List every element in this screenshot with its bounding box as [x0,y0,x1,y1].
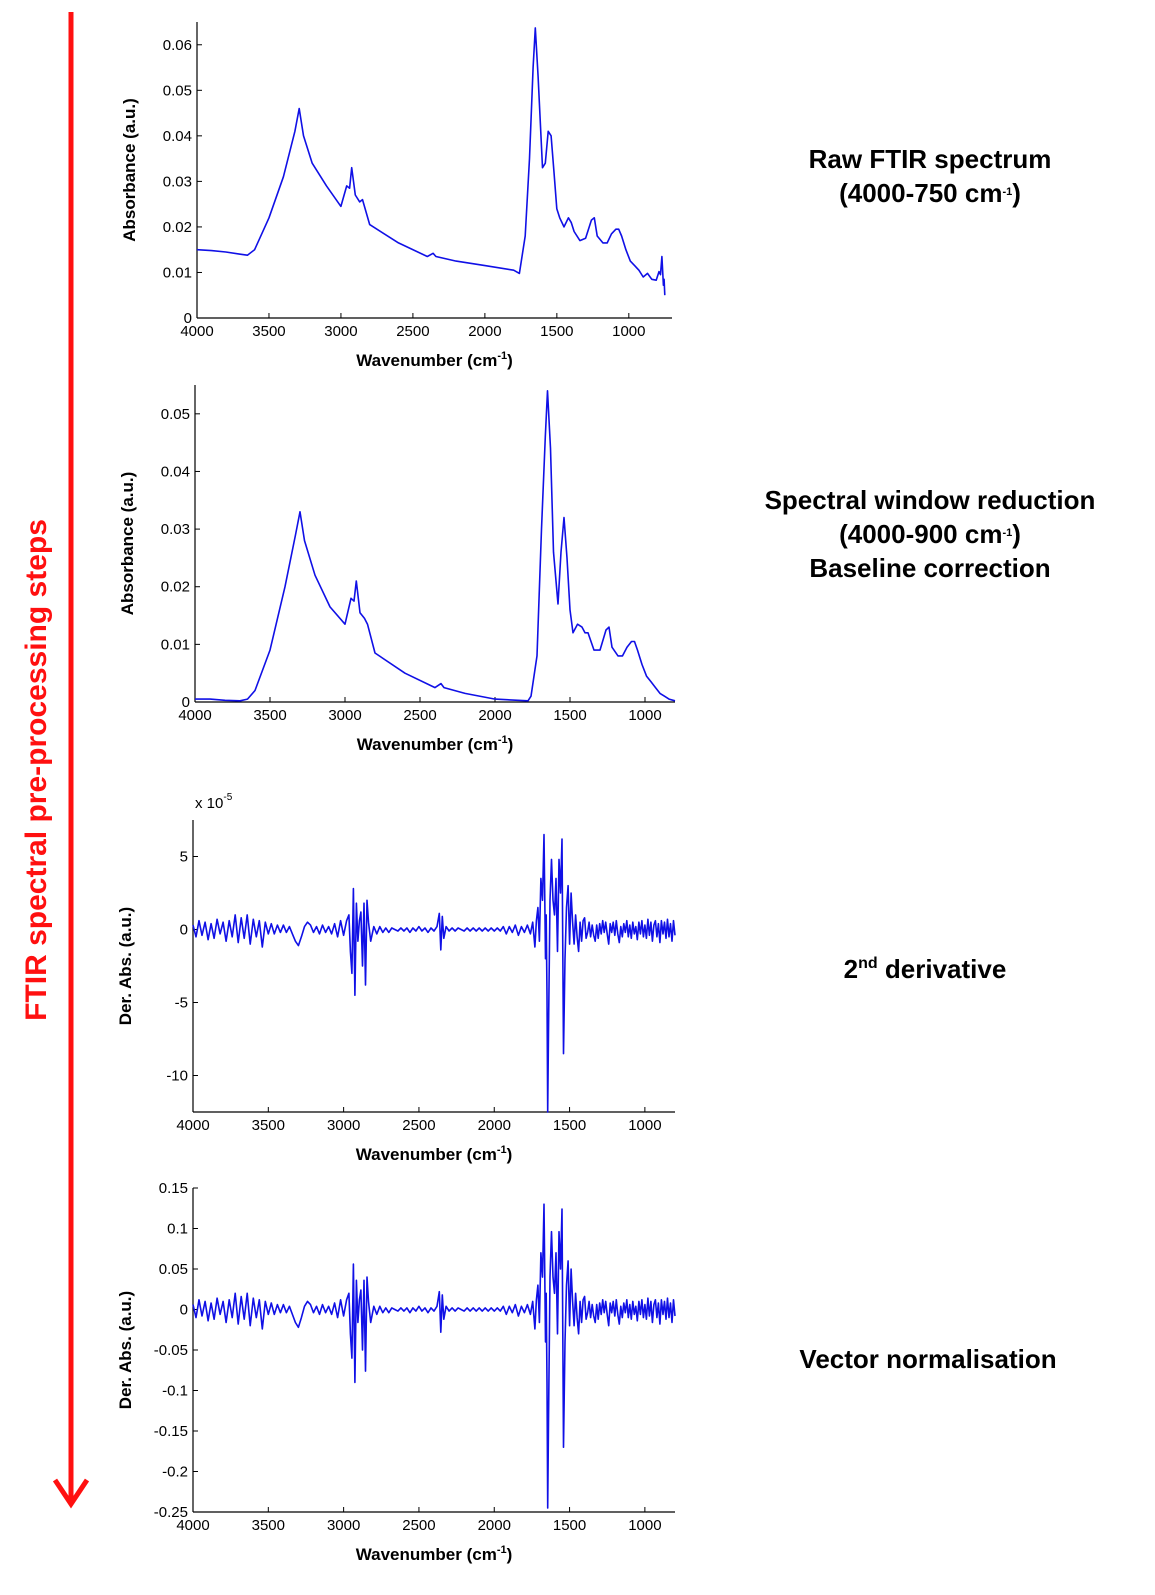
y-tick-label: 0.05 [161,406,190,423]
step-label-line: Raw FTIR spectrum [809,144,1052,174]
process-arrow: FTIR spectral pre-processing steps [20,12,90,1509]
y-tick-label: 0.03 [161,521,190,538]
y-axis-label: Der. Abs. (a.u.) [116,1291,135,1409]
y-tick-label: 0 [182,694,190,711]
arrow-head [52,1478,90,1509]
y-tick-label: 0.01 [161,636,190,653]
y-tick-label: 0.02 [163,219,192,236]
y-tick-label: -0.25 [154,1504,188,1521]
x-tick-label: 3500 [253,707,286,724]
y-tick-label: 0.05 [159,1261,188,1278]
x-tick-label: 3500 [252,1517,285,1534]
x-axis-label: Wavenumber (cm-1) [356,1544,513,1564]
x-tick-label: 2000 [478,1117,511,1134]
x-tick-label: 4000 [178,707,211,724]
x-tick-label: 4000 [180,323,213,340]
x-tick-label: 1000 [628,1517,661,1534]
x-tick-label: 4000 [176,1117,209,1134]
step-label-line: (4000-750 cm-1) [839,178,1021,208]
y-tick-label: 0 [180,1302,188,1319]
step-label-line: 2nd derivative [844,954,1007,984]
y-axis-label: Absorbance (a.u.) [120,98,139,242]
x-tick-label: 3000 [324,323,357,340]
spectrum-line [192,1203,676,1509]
spectrum-line [195,390,676,702]
x-tick-label: 2500 [402,1517,435,1534]
y-multiplier-label: x 10-5 [195,792,233,812]
y-tick-label: -0.05 [154,1342,188,1359]
y-tick-label: 0 [180,922,188,939]
y-tick-label: 0 [184,310,192,327]
y-tick-label: 0.06 [163,37,192,54]
y-axis-label: Der. Abs. (a.u.) [116,907,135,1025]
step-label-line: Baseline correction [809,553,1050,583]
chart-panel-1: 4000 3500 3000 2500 2000 1500 1000 0 0.01 0.02 0.0… [120,22,1051,370]
step-label-line: Vector normalisation [799,1344,1056,1374]
x-axis-label: Wavenumber (cm-1) [357,734,514,754]
step-label-line: Spectral window reduction [765,485,1096,515]
x-tick-label: 3000 [328,707,361,724]
y-tick-label: -10 [166,1068,188,1085]
y-axis-label: Absorbance (a.u.) [118,472,137,616]
x-tick-label: 2500 [403,707,436,724]
y-tick-label: 0.02 [161,579,190,596]
y-tick-label: -0.2 [162,1464,188,1481]
spectrum-line [196,27,666,296]
y-tick-label: 0.04 [161,463,190,480]
y-tick-label: 0.05 [163,82,192,99]
x-tick-label: 1500 [540,323,573,340]
x-tick-label: 3000 [327,1117,360,1134]
x-tick-label: 3500 [252,1117,285,1134]
chart-panel-3: 4000 3500 3000 2500 2000 1500 1000 5 0 -5 -10 x 10-… [116,792,1006,1164]
chart-panel-2: 4000 3500 3000 2500 2000 1500 1000 0 0.01 0.02 0.0… [118,385,1095,754]
x-tick-label: 1000 [612,323,645,340]
y-tick-label: 0.1 [167,1221,188,1238]
x-axis-label: Wavenumber (cm-1) [356,350,513,370]
x-tick-label: 1000 [628,707,661,724]
spectrum-line [192,833,676,1113]
y-tick-label: 5 [180,849,188,866]
x-tick-label: 3500 [252,323,285,340]
arrow-label: FTIR spectral pre-processing steps [20,519,53,1021]
x-tick-label: 2500 [402,1117,435,1134]
chart-panel-4: 4000 3500 3000 2500 2000 1500 1000 0.15 0.1 0.05 0… [116,1180,1057,1564]
x-tick-label: 1000 [628,1117,661,1134]
x-tick-label: 3000 [327,1517,360,1534]
y-tick-label: 0.04 [163,128,192,145]
x-tick-label: 2000 [468,323,501,340]
y-tick-label: 0.15 [159,1180,188,1197]
y-tick-label: 0.01 [163,264,192,281]
x-tick-label: 1500 [553,1117,586,1134]
y-tick-label: -0.1 [162,1383,188,1400]
y-tick-label: -5 [175,995,188,1012]
x-tick-label: 2000 [478,707,511,724]
x-tick-label: 4000 [176,1517,209,1534]
x-tick-label: 1500 [553,1517,586,1534]
x-tick-label: 2500 [396,323,429,340]
x-tick-label: 2000 [478,1517,511,1534]
y-tick-label: -0.15 [154,1423,188,1440]
x-tick-label: 1500 [553,707,586,724]
step-label-line: (4000-900 cm-1) [839,519,1021,549]
y-tick-label: 0.03 [163,173,192,190]
x-axis-label: Wavenumber (cm-1) [356,1144,513,1164]
